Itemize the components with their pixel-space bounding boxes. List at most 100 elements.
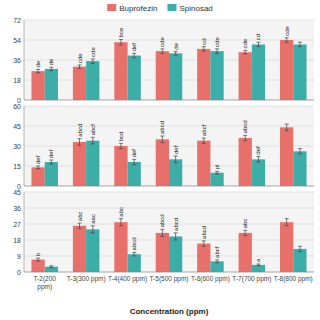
error-stem xyxy=(92,137,93,144)
bar xyxy=(239,52,252,100)
bar-annotation: def xyxy=(255,146,261,155)
error-bar xyxy=(285,219,289,226)
error-cap xyxy=(91,58,95,59)
error-bar xyxy=(132,53,136,57)
bar-annotation: cde xyxy=(214,37,220,47)
bar-annotation: def xyxy=(35,155,41,164)
bar xyxy=(197,244,210,272)
error-cap xyxy=(215,48,219,49)
error-cap xyxy=(215,174,219,175)
bar xyxy=(197,141,210,186)
error-bar xyxy=(36,166,40,169)
error-stem xyxy=(258,157,259,162)
error-cap xyxy=(78,223,82,224)
bar-annotation: abcf xyxy=(214,246,220,258)
error-bar xyxy=(215,171,219,174)
error-cap xyxy=(160,229,164,230)
error-cap xyxy=(119,218,123,219)
error-cap xyxy=(256,42,260,43)
error-bar xyxy=(78,223,82,228)
bar xyxy=(114,146,127,186)
bar xyxy=(239,138,252,186)
x-tick-label-line: T-3(300 ppm) xyxy=(67,275,106,283)
error-stem xyxy=(79,65,80,68)
bar xyxy=(197,49,210,100)
error-cap xyxy=(91,144,95,145)
error-cap xyxy=(256,264,260,265)
error-bar xyxy=(174,233,178,240)
legend-item: Spinosad xyxy=(167,4,212,13)
bar xyxy=(169,236,182,272)
bar-annotation: de xyxy=(48,58,54,65)
error-stem xyxy=(162,136,163,143)
error-cap xyxy=(78,65,82,66)
error-stem xyxy=(38,166,39,169)
error-bar xyxy=(243,135,247,140)
legend-item: Buprofezin xyxy=(107,4,157,13)
error-cap xyxy=(78,138,82,139)
error-bar xyxy=(298,149,302,154)
bar xyxy=(252,265,265,272)
error-cap xyxy=(256,265,260,266)
bar xyxy=(31,167,44,186)
bar xyxy=(293,249,306,272)
x-tick-label: T-2(200ppm) xyxy=(34,275,57,291)
y-tick-label: 54 xyxy=(13,37,21,44)
error-stem xyxy=(203,241,204,246)
error-bar xyxy=(243,230,247,235)
error-cap xyxy=(243,140,247,141)
error-cap xyxy=(132,159,136,160)
x-tick-label-line: T-4(400 ppm) xyxy=(108,275,147,283)
error-bar xyxy=(119,39,123,45)
bar-annotation: abc xyxy=(118,207,124,217)
plot-background xyxy=(24,192,314,272)
bar xyxy=(45,69,58,100)
bar-annotation: def xyxy=(48,149,54,158)
error-bar xyxy=(49,266,53,268)
error-cap xyxy=(160,236,164,237)
x-tick-label-line: T-8(800 ppm) xyxy=(274,275,313,283)
y-tick-label: 9 xyxy=(17,253,21,260)
bar-annotation: abcd xyxy=(173,218,179,231)
error-stem xyxy=(299,149,300,154)
bar-annotation: cde xyxy=(242,38,248,48)
error-cap xyxy=(285,124,289,125)
error-stem xyxy=(203,138,204,143)
chart: BuprofezinSpinosad018365472decdebcecdecd… xyxy=(0,0,320,320)
error-stem xyxy=(245,51,246,54)
error-cap xyxy=(160,142,164,143)
error-cap xyxy=(78,68,82,69)
error-bar xyxy=(298,42,302,46)
error-cap xyxy=(256,46,260,47)
y-tick-label: 30 xyxy=(13,143,21,150)
error-cap xyxy=(174,51,178,52)
x-tick-label-line: T-6(600 ppm) xyxy=(191,275,230,283)
error-cap xyxy=(119,225,123,226)
bar xyxy=(210,173,223,186)
error-cap xyxy=(174,162,178,163)
error-stem xyxy=(299,246,300,251)
legend-label: Spinosad xyxy=(179,4,212,13)
error-stem xyxy=(38,258,39,261)
error-stem xyxy=(217,260,218,263)
y-tick-label: 36 xyxy=(13,57,21,64)
bar xyxy=(280,222,293,272)
x-tick-label: T-8(800 ppm) xyxy=(274,275,313,283)
y-tick-label: 18 xyxy=(13,237,21,244)
error-bar xyxy=(285,124,289,131)
bar xyxy=(156,51,169,100)
error-stem xyxy=(175,233,176,240)
error-cap xyxy=(215,262,219,263)
error-stem xyxy=(92,59,93,63)
bar-annotation: abcd xyxy=(131,237,137,250)
bar xyxy=(156,233,169,272)
error-stem xyxy=(286,124,287,131)
x-axis-line xyxy=(24,272,314,273)
bar xyxy=(45,162,58,186)
bar-annotation: bce xyxy=(118,27,124,37)
error-cap xyxy=(256,156,260,157)
error-bar xyxy=(298,246,302,251)
error-stem xyxy=(258,42,259,46)
bars xyxy=(31,124,306,186)
bar xyxy=(280,127,293,186)
